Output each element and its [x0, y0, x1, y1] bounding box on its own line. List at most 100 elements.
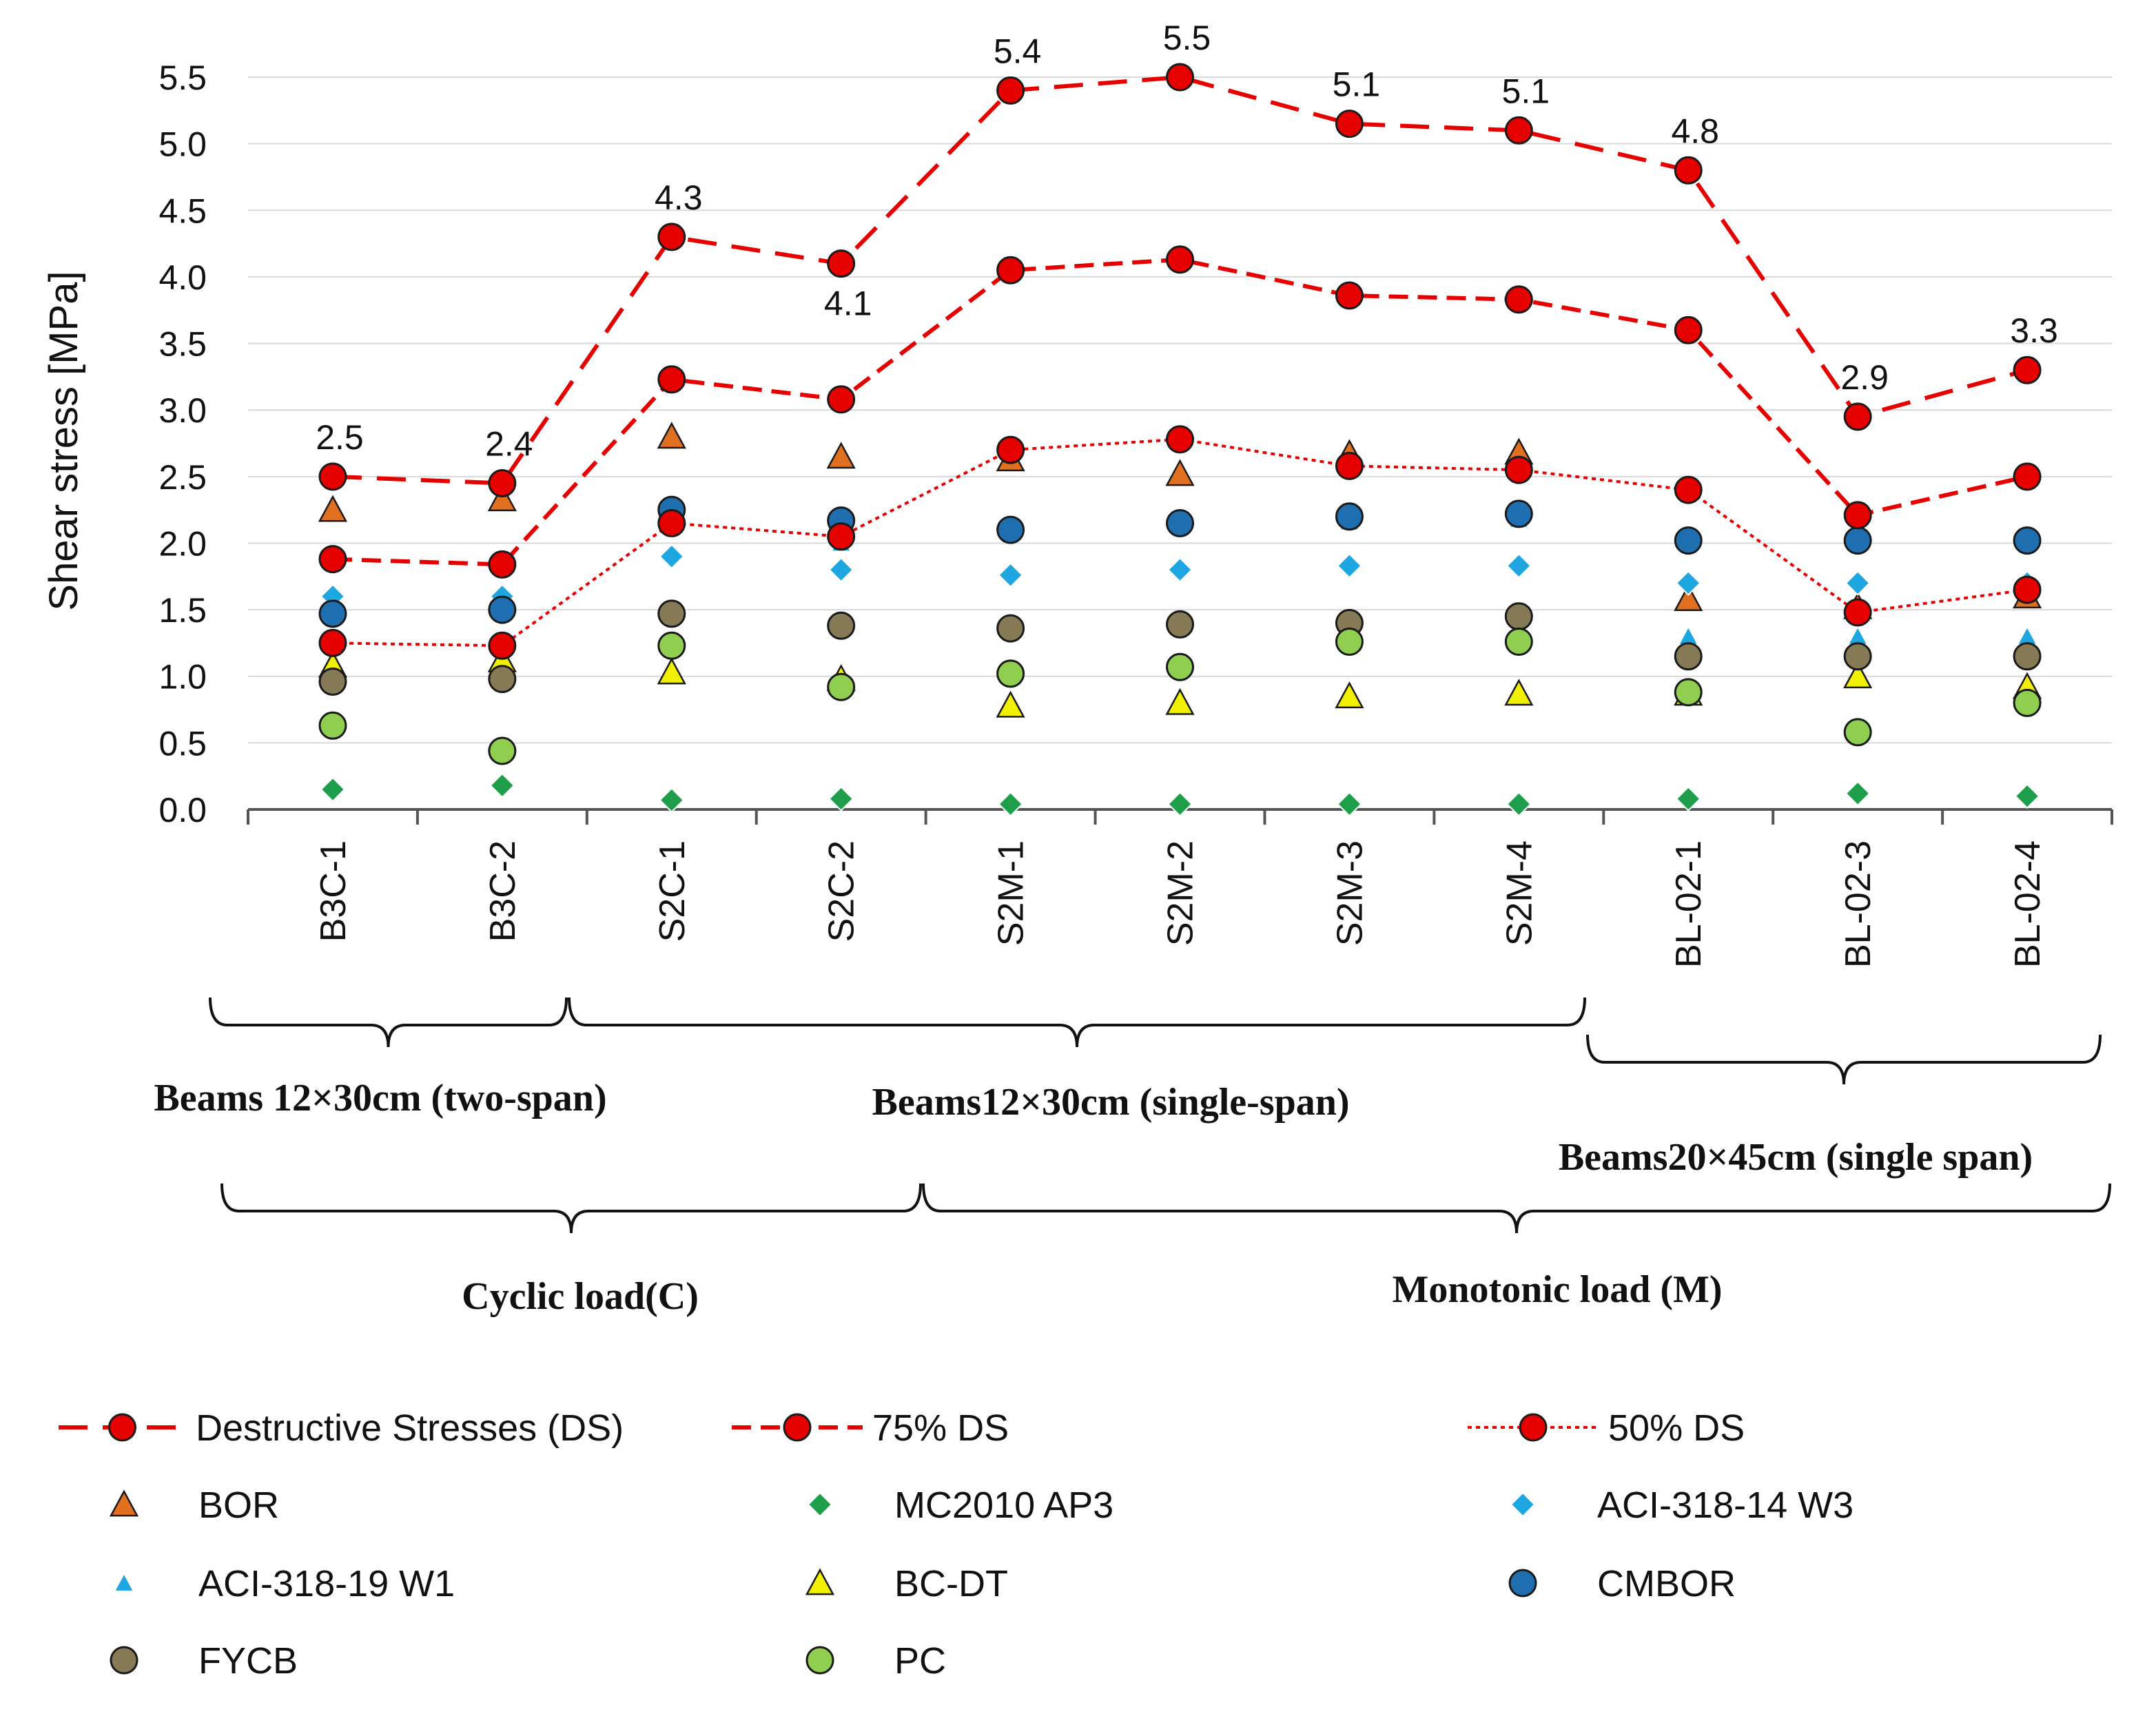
marker-8-8 — [1674, 526, 1703, 555]
legend-label: FYCB — [198, 1640, 298, 1682]
marker-4-6 — [1336, 791, 1362, 817]
y-tick-label: 3.5 — [158, 325, 207, 364]
legend-label: BC-DT — [894, 1563, 1008, 1604]
data-label: 4.3 — [655, 178, 703, 217]
x-tick-label: B3C-1 — [314, 840, 353, 942]
legend-label: ACI-318-14 W3 — [1597, 1485, 1854, 1526]
marker-8-10 — [2013, 526, 2042, 555]
marker-5-7 — [1506, 552, 1532, 579]
marker-3-2 — [657, 422, 686, 449]
marker-9-4 — [996, 614, 1025, 643]
marker-0-1 — [488, 468, 517, 497]
marker-1-4 — [996, 256, 1025, 285]
y-tick-label: 2.0 — [158, 524, 207, 563]
series-line-0 — [332, 74, 2028, 486]
legend-label: MC2010 AP3 — [894, 1485, 1113, 1526]
marker-4-0 — [320, 776, 346, 803]
marker-1-2 — [657, 365, 686, 394]
series-line-2 — [332, 437, 2028, 648]
legend-marker — [113, 1571, 135, 1592]
marker-2-0 — [318, 628, 347, 657]
marker-9-10 — [2013, 642, 2042, 671]
x-tick-label: S2M-3 — [1330, 840, 1370, 946]
marker-10-7 — [1504, 627, 1533, 656]
marker-10-10 — [2013, 688, 2042, 717]
marker-8-4 — [996, 515, 1025, 544]
marker-10-4 — [996, 659, 1025, 688]
marker-1-3 — [827, 385, 856, 414]
marker-7-5 — [1165, 688, 1195, 715]
legend-label: CMBOR — [1597, 1563, 1736, 1604]
y-tick-label: 2.5 — [158, 458, 207, 497]
marker-2-7 — [1504, 455, 1533, 484]
data-label: 5.5 — [1163, 19, 1211, 57]
marker-5-4 — [998, 562, 1024, 588]
marker-7-9 — [1843, 661, 1873, 689]
marker-9-0 — [318, 667, 347, 696]
legend-marker — [1508, 1569, 1537, 1598]
marker-3-0 — [318, 495, 348, 522]
x-tick-label: BL-02-1 — [1669, 840, 1709, 968]
data-label: 5.1 — [1333, 65, 1381, 104]
data-labels: 2.5 2.4 4.3 4.1 5.4 5.5 5.1 5.1 4.8 2.9 3.3 — [316, 19, 2058, 463]
x-tick-label: S2M-4 — [1499, 840, 1539, 946]
marker-5-6 — [1336, 552, 1362, 579]
marker-4-9 — [1845, 781, 1871, 807]
y-tick-label: 1.0 — [158, 658, 207, 696]
marker-4-1 — [489, 772, 515, 798]
marker-5-2 — [659, 544, 685, 570]
marker-2-5 — [1166, 425, 1194, 454]
marker-9-2 — [657, 599, 686, 628]
marker-1-10 — [2013, 462, 2042, 491]
legend-label: BOR — [198, 1485, 279, 1526]
marker-5-8 — [1675, 570, 1701, 596]
marker-6-9 — [1847, 625, 1869, 645]
marker-10-9 — [1843, 718, 1872, 747]
marker-9-5 — [1166, 610, 1194, 639]
group-label: Beams12×30cm (single-span) — [872, 1081, 1350, 1124]
marker-10-1 — [488, 736, 517, 765]
x-tick-label: S2M-2 — [1161, 840, 1201, 946]
x-tick-label: BL-02-4 — [2008, 840, 2048, 968]
marker-10-5 — [1166, 652, 1194, 681]
marker-0-8 — [1674, 156, 1703, 185]
marker-0-6 — [1335, 110, 1364, 138]
marker-10-6 — [1335, 627, 1364, 656]
data-label: 4.1 — [824, 285, 872, 323]
bracket-3 — [220, 1183, 922, 1234]
group-label: Monotonic load (M) — [1392, 1268, 1722, 1311]
legend: Destructive Stresses (DS) 75% DS 50% DS BOR… — [59, 1407, 1854, 1682]
marker-2-8 — [1674, 475, 1703, 504]
marker-0-4 — [996, 76, 1025, 105]
legend-marker — [783, 1413, 812, 1442]
legend-label: Destructive Stresses (DS) — [196, 1407, 624, 1449]
marker-10-0 — [318, 711, 347, 740]
y-tick-label: 5.0 — [158, 125, 207, 164]
bracket-4 — [922, 1183, 2111, 1234]
marker-1-1 — [488, 550, 517, 579]
marker-4-8 — [1675, 786, 1701, 812]
marker-8-0 — [318, 599, 347, 628]
bracket-0 — [209, 997, 568, 1048]
legend-label: ACI-318-19 W1 — [198, 1563, 455, 1604]
y-tick-label: 3.0 — [158, 391, 207, 430]
marker-2-1 — [488, 631, 517, 660]
marker-1-6 — [1335, 281, 1364, 310]
group-brackets: Beams 12×30cm (two-span) Beams12×30cm (si… — [154, 997, 2111, 1318]
marker-5-9 — [1845, 570, 1871, 596]
y-tick-label: 0.5 — [158, 724, 207, 763]
marker-9-1 — [488, 665, 517, 694]
marker-3-8 — [1674, 584, 1703, 612]
data-label: 5.1 — [1502, 72, 1550, 110]
marker-8-1 — [488, 595, 517, 624]
x-tick-labels: B3C-1 B3C-2 S2C-1 S2C-2 S2M-1 S2M-2 S2M-3 S2M-4… — [314, 840, 2048, 968]
marker-9-8 — [1674, 642, 1703, 671]
marker-6-8 — [1677, 625, 1699, 645]
legend-marker — [110, 1646, 138, 1675]
group-label: Beams 12×30cm (two-span) — [154, 1077, 606, 1119]
marker-8-9 — [1843, 526, 1872, 555]
marker-8-7 — [1504, 499, 1533, 528]
data-label: 2.9 — [1840, 358, 1889, 397]
legend-marker — [807, 1491, 833, 1518]
